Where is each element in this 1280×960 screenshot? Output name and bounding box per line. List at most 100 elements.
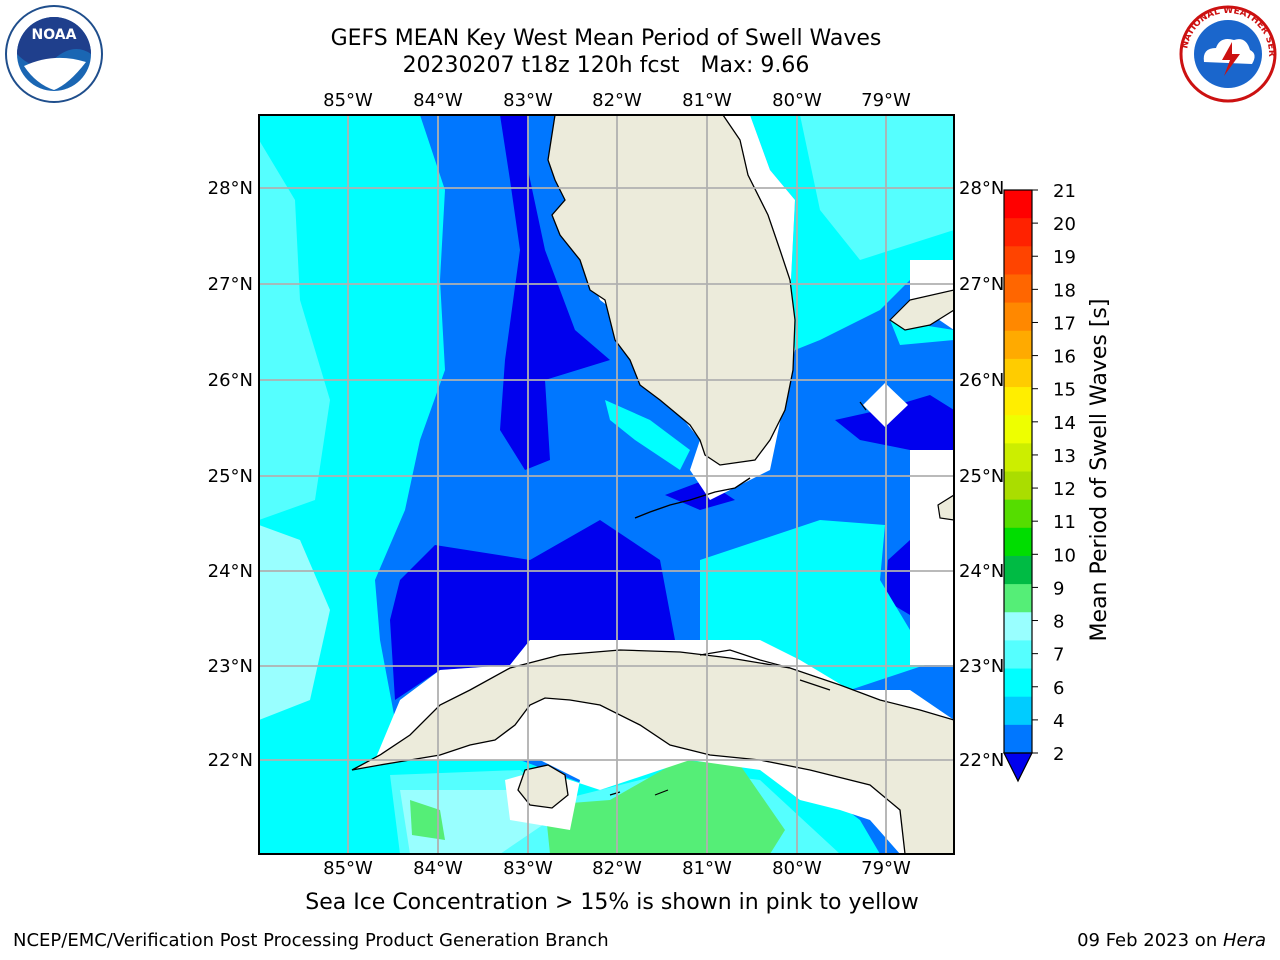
- land-bahamas-3: [859, 401, 867, 411]
- nws-logo: NATIONAL WEATHER SERVICE: [1175, 0, 1278, 108]
- colorbar-tick-label: 18: [1053, 280, 1076, 301]
- contour-2-dark-east: [835, 395, 954, 450]
- colorbar-tick-label: 6: [1053, 678, 1064, 699]
- noaa-logo-text: NOAA: [32, 27, 77, 43]
- colorbar-tick-label: 20: [1053, 214, 1076, 235]
- colorbar-bin: [1004, 302, 1032, 332]
- map-frame: [258, 114, 955, 855]
- footer-date-text: 09 Feb 2023 on: [1077, 930, 1223, 951]
- colorbar-tick-label: 12: [1053, 479, 1076, 500]
- lon-label: 79°W: [861, 90, 911, 111]
- max-value: Max: 9.66: [700, 53, 810, 78]
- land-isla-juventud: [517, 764, 569, 809]
- lon-label: 80°W: [772, 858, 822, 879]
- footer-credit: NCEP/EMC/Verification Post Processing Pr…: [13, 930, 609, 951]
- footer-date: 09 Feb 2023 on Hera: [1077, 930, 1266, 951]
- colorbar-tick-label: 8: [1053, 612, 1064, 633]
- colorbar-bin: [1004, 218, 1032, 247]
- colorbar-tick-label: 15: [1053, 380, 1076, 401]
- lon-label: 81°W: [682, 90, 732, 111]
- contour-9-10-south: [545, 760, 785, 854]
- colorbar-tick-label: 11: [1053, 512, 1076, 533]
- colorbar-tick-label: 7: [1053, 645, 1064, 666]
- forecast-date: 20230207 t18z 120h fcst: [402, 53, 680, 78]
- colorbar-bin: [1004, 190, 1032, 219]
- colorbar-label: Mean Period of Swell Waves [s]: [1087, 299, 1112, 642]
- contour-7-8-west: [259, 525, 330, 720]
- lon-label: 83°W: [503, 858, 553, 879]
- lat-label: 27°N: [208, 274, 253, 295]
- colorbar-tick-label: 21: [1053, 181, 1076, 202]
- lat-label: 25°N: [959, 466, 1004, 487]
- lat-label: 27°N: [959, 274, 1004, 295]
- colorbar-bin: [1004, 274, 1032, 304]
- colorbar-frame: [1003, 189, 1033, 754]
- colorbar-tick-label: 9: [1053, 578, 1064, 599]
- colorbar-tick-label: 16: [1053, 347, 1076, 368]
- colorbar-tick-label: 10: [1053, 545, 1076, 566]
- noaa-logo: NOAA: [4, 4, 104, 108]
- contour-2-dark-south: [390, 520, 675, 700]
- lat-label: 22°N: [959, 750, 1004, 771]
- land-cuba-keys: [609, 649, 831, 796]
- lat-label: 24°N: [208, 561, 253, 582]
- colorbar-extend-triangle: [1003, 752, 1033, 783]
- contour-4-6-gulf: [605, 400, 690, 470]
- lat-labels-right: 28°N 27°N 26°N 25°N 24°N 23°N 22°N: [959, 178, 1004, 771]
- lon-label: 79°W: [861, 858, 911, 879]
- lat-label: 28°N: [959, 178, 1004, 199]
- lat-labels-left: 28°N 27°N 26°N 25°N 24°N 23°N 22°N: [208, 178, 253, 771]
- land-florida: [547, 115, 796, 466]
- lat-label: 25°N: [208, 466, 253, 487]
- lat-label: 23°N: [208, 656, 253, 677]
- graticule: [259, 115, 954, 854]
- lat-label: 24°N: [959, 561, 1004, 582]
- lon-label: 84°W: [413, 858, 463, 879]
- colorbar-tick-label: 17: [1053, 313, 1076, 334]
- lon-labels-bottom: 85°W 84°W 83°W 82°W 81°W 80°W 79°W: [323, 858, 911, 879]
- lon-label: 80°W: [772, 90, 822, 111]
- lon-label: 84°W: [413, 90, 463, 111]
- land-florida-keys: [634, 477, 751, 519]
- land-bahamas-1: [889, 289, 954, 331]
- colorbar-bin: [1004, 612, 1032, 641]
- lat-label: 26°N: [208, 370, 253, 391]
- colorbar-bin: [1004, 640, 1032, 670]
- mask-bahamas: [910, 450, 954, 665]
- colorbar-tick-label: 2: [1053, 744, 1064, 765]
- colorbar-bin: [1004, 330, 1032, 360]
- colorbar-bin: [1004, 584, 1032, 613]
- colorbar-bin: [1004, 696, 1032, 726]
- contour-9-10-south2: [410, 800, 445, 840]
- colorbar-bin: [1004, 724, 1032, 754]
- lon-label: 82°W: [592, 858, 642, 879]
- colorbar-tick-label: 4: [1053, 711, 1064, 732]
- map-field: [259, 115, 954, 854]
- lat-label: 23°N: [959, 656, 1004, 677]
- colorbar-bin: [1004, 527, 1032, 557]
- colorbar-tick-label: 14: [1053, 413, 1076, 434]
- lat-label: 28°N: [208, 178, 253, 199]
- colorbar-bin: [1004, 668, 1032, 698]
- colorbar-bin: [1004, 358, 1032, 388]
- colorbar-bin: [1004, 443, 1032, 472]
- colorbar-bin: [1004, 499, 1032, 529]
- footer-host: Hera: [1222, 930, 1266, 951]
- land-bahamas-2: [937, 494, 954, 521]
- colorbar-bin: [1004, 471, 1032, 501]
- chart-subtitle: 20230207 t18z 120h fcst Max: 9.66: [256, 53, 956, 79]
- lon-labels-top: 85°W 84°W 83°W 82°W 81°W 80°W 79°W: [323, 90, 911, 111]
- colorbar-tick-label: 19: [1053, 247, 1076, 268]
- lon-label: 82°W: [592, 90, 642, 111]
- land-cuba: [351, 649, 954, 854]
- lon-label: 81°W: [682, 858, 732, 879]
- lon-label: 85°W: [323, 858, 373, 879]
- lon-label: 85°W: [323, 90, 373, 111]
- sea-ice-note: Sea Ice Concentration > 15% is shown in …: [305, 890, 919, 915]
- colorbar-bin: [1004, 415, 1032, 444]
- contour-2-dark-east2: [885, 540, 910, 615]
- colorbar: 21 20 19 18 17 16 15 14 13 12 11 10 9 8 7 6 4 2: [1003, 181, 1076, 783]
- lat-label: 22°N: [208, 750, 253, 771]
- lat-label: 26°N: [959, 370, 1004, 391]
